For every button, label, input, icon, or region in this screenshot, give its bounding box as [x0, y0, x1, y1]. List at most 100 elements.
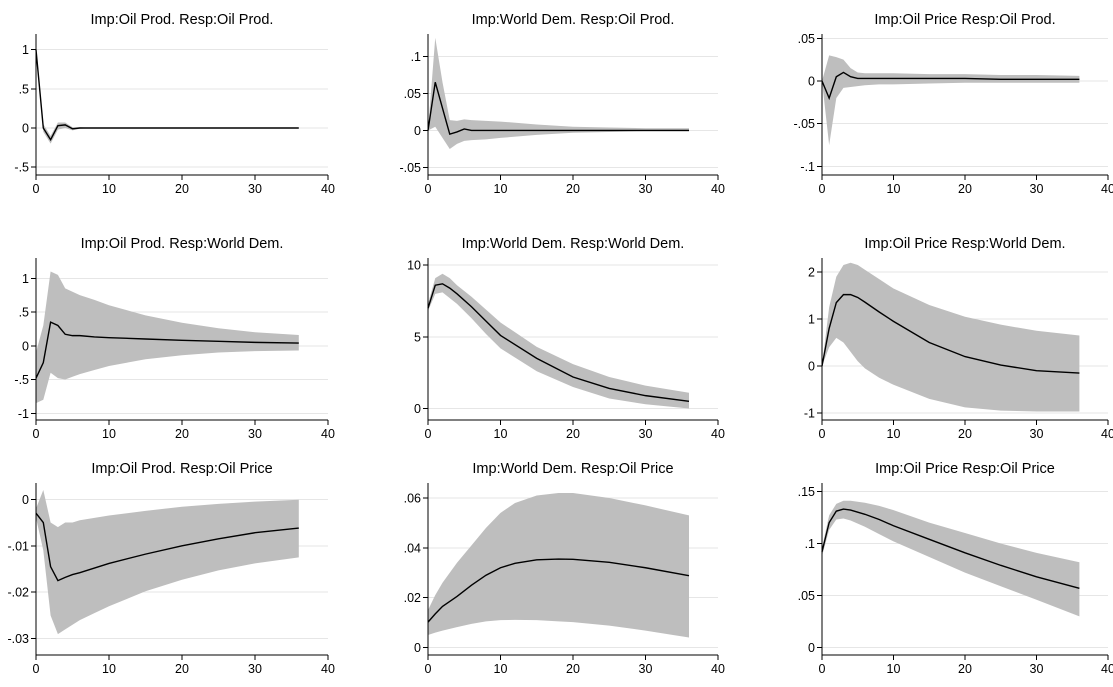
x-tick-label: 30: [248, 182, 262, 196]
irf-line: [821, 71, 1080, 101]
y-tick-label: 1: [22, 43, 29, 57]
confidence-band: [822, 55, 1080, 146]
y-tick-label: 0: [808, 75, 815, 89]
panel-3: -.1 -.05 0 .05 0 10 20 30 40 Imp:Oil Price Resp:O…: [793, 12, 1113, 196]
x-tick-label: 0: [33, 427, 40, 441]
y-tick-label: 0: [22, 339, 29, 353]
y-tick-label: 0: [414, 124, 421, 138]
y-tick-label: 0: [414, 402, 421, 416]
x-tick-label: 20: [958, 182, 972, 196]
y-tick-label: 2: [808, 266, 815, 280]
confidence-band: [428, 492, 689, 638]
y-tick-label: 0: [22, 122, 29, 136]
x-tick-label: 20: [958, 427, 972, 441]
x-tick-label: 20: [566, 427, 580, 441]
x-tick-label: 40: [1101, 182, 1113, 196]
panel-title: Imp:Oil Prod. Resp:World Dem.: [81, 236, 284, 252]
x-tick-label: 40: [711, 662, 725, 676]
y-tick-label: -1: [804, 406, 815, 420]
x-tick-label: 0: [819, 662, 826, 676]
confidence-band: [36, 49, 299, 144]
confidence-band: [822, 262, 1080, 412]
x-tick-label: 10: [494, 662, 508, 676]
x-tick-label: 30: [248, 427, 262, 441]
irf-line: [821, 508, 1080, 589]
x-tick-label: 30: [639, 427, 653, 441]
y-tick-label: .05: [798, 32, 815, 46]
y-tick-label: 1: [22, 272, 29, 286]
irf-line: [427, 283, 690, 403]
x-tick-label: 0: [425, 662, 432, 676]
x-tick-label: 40: [321, 662, 335, 676]
x-tick-label: 20: [175, 427, 189, 441]
y-tick-label: .5: [19, 306, 29, 320]
x-tick-label: 20: [958, 662, 972, 676]
panel-title: Imp:Oil Price Resp:Oil Price: [875, 461, 1055, 477]
y-tick-label: .1: [411, 50, 421, 64]
x-tick-label: 10: [102, 427, 116, 441]
x-tick-label: 30: [639, 662, 653, 676]
y-tick-label: .05: [798, 589, 815, 603]
x-tick-label: 10: [102, 662, 116, 676]
irf-line: [35, 321, 299, 379]
irf-line: [35, 512, 299, 582]
x-tick-label: 30: [1030, 662, 1044, 676]
panel-2: -.05 0 .05 .1 0 10 20 30 40 Imp:World Dem. Resp:O…: [399, 12, 725, 196]
y-tick-label: -.1: [800, 160, 815, 174]
panel-7: -.03 -.02 -.01 0 0 10 20 30 40 Imp:Oil Prod. Resp…: [7, 461, 335, 676]
x-tick-label: 0: [425, 182, 432, 196]
y-tick-label: .1: [805, 537, 815, 551]
confidence-band: [36, 489, 299, 635]
x-tick-label: 0: [819, 427, 826, 441]
y-tick-label: .02: [404, 591, 421, 605]
y-tick-label: -.02: [7, 586, 29, 600]
x-tick-label: 20: [175, 182, 189, 196]
y-tick-label: 0: [22, 493, 29, 507]
y-tick-label: 0: [808, 360, 815, 374]
panel-title: Imp:Oil Price Resp:World Dem.: [864, 236, 1065, 252]
y-tick-label: 1: [808, 313, 815, 327]
x-tick-label: 10: [887, 427, 901, 441]
confidence-band: [36, 271, 299, 404]
y-tick-label: .5: [19, 82, 29, 96]
y-tick-label: -.5: [14, 373, 29, 387]
confidence-band: [428, 273, 689, 409]
x-tick-label: 20: [566, 182, 580, 196]
x-tick-label: 0: [33, 662, 40, 676]
confidence-band: [822, 500, 1080, 617]
x-tick-label: 10: [494, 427, 508, 441]
x-tick-label: 10: [887, 662, 901, 676]
panel-title: Imp:World Dem. Resp:Oil Prod.: [472, 12, 675, 28]
x-tick-label: 10: [102, 182, 116, 196]
x-tick-label: 30: [1030, 182, 1044, 196]
panel-9: 0 .05 .1 .15 0 10 20 30 40 Imp:Oil Price Resp:Oil…: [798, 461, 1113, 676]
irf-line: [427, 82, 689, 136]
x-tick-label: 30: [1030, 427, 1044, 441]
irf-line: [821, 293, 1080, 374]
x-tick-label: 40: [1101, 662, 1113, 676]
x-tick-label: 40: [711, 427, 725, 441]
y-tick-label: .05: [404, 87, 421, 101]
panel-title: Imp:World Dem. Resp:Oil Price: [472, 461, 673, 477]
panel-title: Imp:Oil Prod. Resp:Oil Prod.: [91, 12, 274, 28]
y-tick-label: 0: [808, 641, 815, 655]
panel-title: Imp:Oil Price Resp:Oil Prod.: [874, 12, 1055, 28]
x-tick-label: 30: [639, 182, 653, 196]
irf-line: [35, 49, 299, 142]
panel-5: 0 5 10 0 10 20 30 40 Imp:World Dem. Resp:World D…: [407, 236, 725, 441]
y-tick-label: 0: [414, 641, 421, 655]
y-tick-label: -.01: [7, 539, 29, 553]
y-tick-label: .15: [798, 485, 815, 499]
x-tick-label: 20: [175, 662, 189, 676]
panel-title: Imp:World Dem. Resp:World Dem.: [462, 236, 685, 252]
x-tick-label: 40: [1101, 427, 1113, 441]
x-tick-label: 0: [425, 427, 432, 441]
x-tick-label: 10: [887, 182, 901, 196]
y-tick-label: -.03: [7, 632, 29, 646]
x-tick-label: 0: [819, 182, 826, 196]
y-tick-label: 5: [414, 330, 421, 344]
